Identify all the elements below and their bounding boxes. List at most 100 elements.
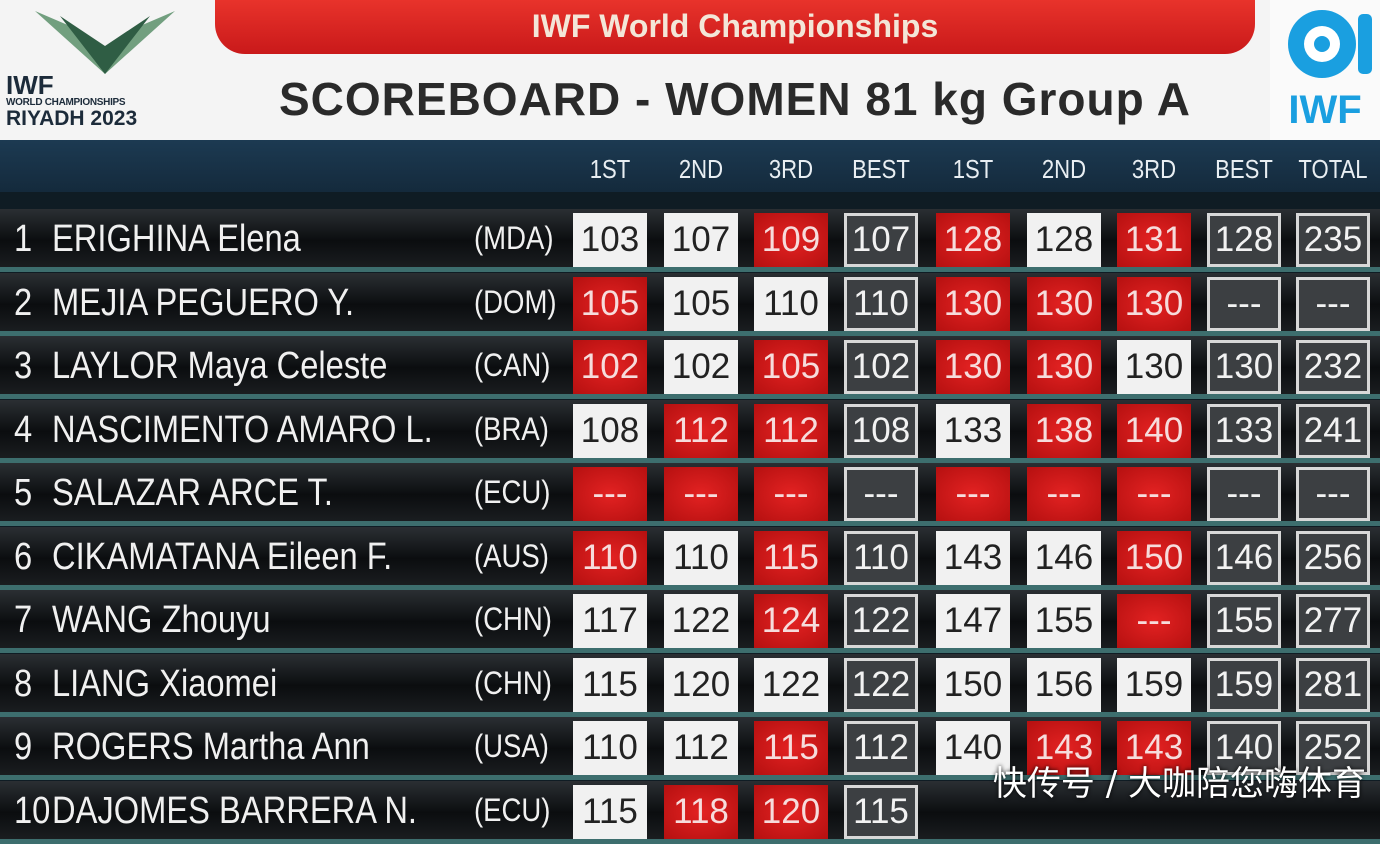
rank: 5	[14, 472, 33, 514]
logo-line: RIYADH 2023	[6, 107, 138, 130]
watermark: 快传号 / 大咖陪您嗨体育	[992, 764, 1366, 804]
athlete-name: NASCIMENTO AMARO L.	[52, 408, 433, 451]
score-cell: 159	[1117, 657, 1191, 712]
score-cell: ---	[1296, 276, 1370, 331]
score-cell: 131	[1117, 213, 1191, 267]
score-cell: 146	[1207, 530, 1281, 585]
score-cell: 130	[1117, 340, 1191, 394]
logo-right-icon	[1270, 0, 1380, 140]
score-cell: ---	[754, 467, 828, 521]
score-cell: 130	[1207, 340, 1281, 394]
score-cell: 112	[754, 403, 828, 458]
score-cell: 130	[936, 276, 1010, 331]
score-cell: 256	[1296, 530, 1370, 585]
score-cell: 133	[1207, 403, 1281, 458]
score-cell: 107	[844, 213, 918, 267]
rank: 1	[14, 218, 33, 260]
rank: 7	[14, 599, 33, 641]
score-cell: 110	[844, 276, 918, 331]
score-cell: 124	[754, 594, 828, 648]
score-cell: ---	[573, 467, 647, 521]
score-cell: 150	[1117, 530, 1191, 585]
score-cell: 115	[754, 530, 828, 585]
score-cell: 112	[664, 721, 738, 775]
score-cell: 130	[936, 340, 1010, 394]
rank: 9	[14, 726, 33, 768]
score-cell: 146	[1027, 530, 1101, 585]
score-cell: 155	[1207, 594, 1281, 648]
column-header: BEST	[852, 154, 910, 184]
score-cell: 130	[1027, 340, 1101, 394]
score-cell: 118	[664, 784, 738, 839]
score-cell: ---	[1117, 467, 1191, 521]
score-cell: 122	[754, 657, 828, 712]
score-cell: 108	[573, 403, 647, 458]
score-cell: 235	[1296, 213, 1370, 267]
country: (CAN)	[474, 347, 551, 383]
rank: 8	[14, 662, 33, 705]
logo-right: IWF	[1288, 88, 1362, 132]
score-cell: 102	[664, 340, 738, 394]
score-cell: 232	[1296, 340, 1370, 394]
country: (ECU)	[474, 474, 551, 510]
athlete-name: DAJOMES BARRERA N.	[52, 789, 418, 832]
column-header: BEST	[1215, 154, 1273, 184]
score-cell: 122	[844, 657, 918, 712]
athlete-name: MEJIA PEGUERO Y.	[52, 281, 355, 324]
rank: 2	[14, 281, 33, 324]
score-cell: 110	[573, 530, 647, 585]
score-cell: 143	[936, 530, 1010, 585]
score-cell: 109	[754, 213, 828, 267]
column-header-band	[0, 140, 1380, 192]
country: (DOM)	[474, 283, 557, 320]
score-cell: ---	[1207, 467, 1281, 521]
logo-line: WORLD CHAMPIONSHIPS	[6, 97, 126, 108]
score-cell: 102	[573, 340, 647, 394]
country: (AUS)	[474, 537, 549, 574]
rank: 3	[14, 345, 33, 387]
score-cell: 115	[754, 721, 828, 775]
score-cell: 105	[754, 340, 828, 394]
score-cell: 105	[664, 276, 738, 331]
column-header: 1ST	[952, 154, 994, 184]
score-cell: 122	[664, 594, 738, 648]
country: (CHN)	[474, 601, 552, 637]
rank: 6	[14, 535, 33, 578]
score-cell: 140	[936, 721, 1010, 775]
column-header: TOTAL	[1298, 154, 1368, 184]
banner	[215, 0, 1255, 54]
country: (USA)	[474, 728, 549, 764]
score-cell: 105	[573, 276, 647, 331]
score-cell: ---	[1027, 467, 1101, 521]
logo-line: IWF	[6, 70, 54, 100]
score-cell: 110	[844, 530, 918, 585]
title: SCOREBOARD - WOMEN 81 kg Group A	[279, 73, 1191, 125]
score-cell: 115	[844, 784, 918, 839]
score-cell: 115	[573, 657, 647, 712]
athlete-name: CIKAMATANA Eileen F.	[52, 535, 393, 578]
score-cell: ---	[936, 467, 1010, 521]
rank: 4	[14, 408, 33, 451]
score-cell: 120	[754, 784, 828, 839]
score-cell: 130	[1117, 276, 1191, 331]
country: (BRA)	[474, 410, 549, 447]
column-header: 1ST	[589, 154, 631, 184]
athlete-name: WANG Zhouyu	[52, 599, 271, 641]
score-cell: ---	[664, 467, 738, 521]
score-cell: 112	[844, 721, 918, 775]
score-cell: 120	[664, 657, 738, 712]
athlete-name: ERIGHINA Elena	[52, 218, 301, 260]
athlete-name: LAYLOR Maya Celeste	[52, 345, 388, 387]
score-cell: ---	[1296, 467, 1370, 521]
score-cell: 143	[1027, 721, 1101, 775]
score-cell: 143	[1117, 721, 1191, 775]
athlete-name: SALAZAR ARCE T.	[52, 472, 333, 514]
score-cell: 150	[936, 657, 1010, 712]
column-header: 2ND	[678, 154, 724, 184]
score-cell: 277	[1296, 594, 1370, 648]
score-cell: 159	[1207, 657, 1281, 712]
score-cell: 138	[1027, 403, 1101, 458]
column-header: 2ND	[1041, 154, 1087, 184]
score-cell: 103	[573, 213, 647, 267]
score-cell: 133	[936, 403, 1010, 458]
